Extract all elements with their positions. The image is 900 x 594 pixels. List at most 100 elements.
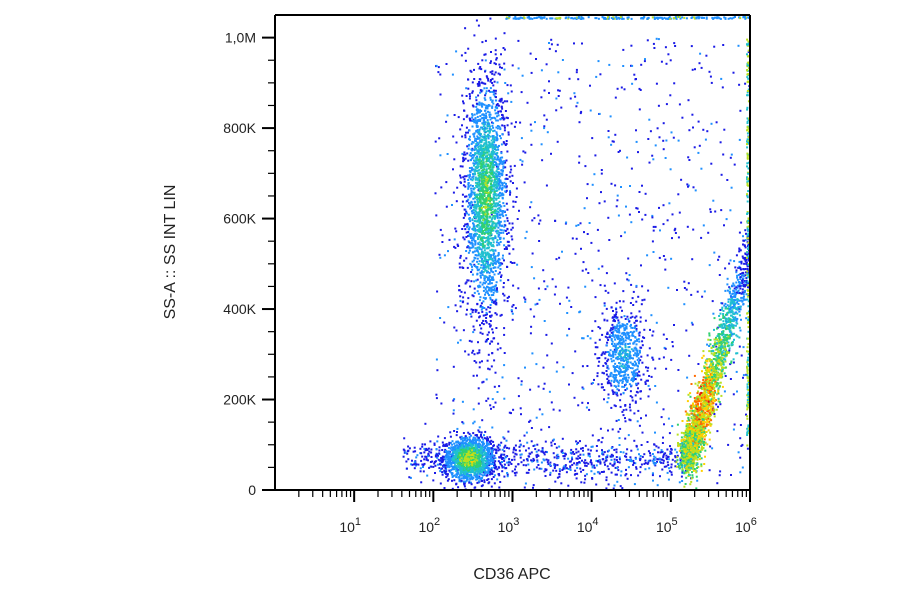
event-dot xyxy=(549,464,552,466)
event-dot xyxy=(479,221,481,224)
event-dot xyxy=(563,457,566,460)
event-dot xyxy=(495,173,498,176)
event-dot xyxy=(472,309,474,311)
event-dot xyxy=(503,364,506,367)
event-dot xyxy=(482,286,485,289)
event-dot xyxy=(474,234,477,237)
event-dot xyxy=(492,264,494,267)
event-dot xyxy=(632,463,635,466)
event-dot xyxy=(490,163,493,166)
event-dot xyxy=(484,148,487,151)
event-dot xyxy=(478,197,481,199)
event-dot xyxy=(611,446,614,448)
event-dot xyxy=(503,453,506,456)
event-dot xyxy=(496,287,498,290)
event-dot xyxy=(459,128,462,131)
event-dot xyxy=(710,81,713,84)
event-dot xyxy=(739,424,742,426)
event-dot xyxy=(470,455,473,458)
event-dot xyxy=(685,288,688,291)
event-dot xyxy=(432,479,435,482)
event-dot xyxy=(478,141,481,144)
event-dot xyxy=(667,455,670,458)
event-dot xyxy=(479,324,481,327)
event-dot xyxy=(503,185,506,188)
event-dot xyxy=(483,481,486,484)
event-dot xyxy=(598,472,601,475)
event-dot xyxy=(501,124,504,127)
event-dot xyxy=(537,454,540,457)
event-dot xyxy=(454,246,457,249)
event-dot xyxy=(533,277,536,280)
event-dot xyxy=(497,158,500,161)
event-dot xyxy=(468,138,471,141)
event-dot xyxy=(483,177,486,180)
event-dot xyxy=(487,439,489,442)
event-dot xyxy=(478,284,481,287)
event-dot xyxy=(488,116,491,118)
event-dot xyxy=(486,474,489,477)
event-dot xyxy=(459,174,462,177)
event-dot xyxy=(525,458,528,461)
event-dot xyxy=(670,447,673,450)
event-dot xyxy=(466,462,468,465)
event-dot xyxy=(468,480,471,483)
event-dot xyxy=(737,266,740,269)
event-dot xyxy=(618,456,621,459)
event-dot xyxy=(692,228,695,231)
event-dot xyxy=(503,129,506,132)
event-dot xyxy=(496,445,499,448)
event-dot xyxy=(480,456,483,459)
event-dot xyxy=(637,357,640,360)
event-dot xyxy=(486,444,489,447)
event-dot xyxy=(483,206,486,209)
event-dot xyxy=(482,171,485,173)
event-dot xyxy=(475,215,478,218)
event-dot xyxy=(495,99,498,102)
event-dot xyxy=(504,110,507,112)
event-dot xyxy=(486,239,489,242)
event-dot xyxy=(487,286,490,289)
event-dot xyxy=(463,151,466,154)
event-dot xyxy=(472,374,475,377)
event-dot xyxy=(481,283,484,286)
event-dot xyxy=(638,191,641,193)
event-dot xyxy=(490,212,493,214)
event-dot xyxy=(492,470,495,473)
event-dot xyxy=(668,432,671,435)
event-dot xyxy=(436,369,439,372)
event-dot xyxy=(483,199,486,202)
event-dot xyxy=(499,241,502,243)
event-dot xyxy=(708,70,711,73)
event-dot xyxy=(501,458,504,461)
event-dot xyxy=(493,474,496,477)
event-dot xyxy=(494,117,497,120)
event-dot xyxy=(696,290,699,293)
event-dot xyxy=(485,174,488,177)
event-dot xyxy=(659,229,661,232)
event-dot xyxy=(467,297,470,300)
event-dot xyxy=(501,457,504,459)
event-dot xyxy=(510,412,512,415)
event-dot xyxy=(661,458,664,461)
event-dot xyxy=(481,41,484,44)
event-dot xyxy=(673,42,676,45)
event-dot xyxy=(484,170,486,173)
event-dot xyxy=(477,110,480,113)
event-dot xyxy=(479,468,481,471)
event-dot xyxy=(467,185,470,188)
event-dot xyxy=(486,277,489,280)
event-dot xyxy=(590,382,593,385)
event-dot xyxy=(476,269,479,272)
event-dot xyxy=(490,176,493,179)
event-dot xyxy=(503,446,506,449)
event-dot xyxy=(574,95,577,98)
event-dot xyxy=(473,172,476,175)
event-dot xyxy=(471,176,474,179)
event-dot xyxy=(499,220,502,223)
event-dot xyxy=(511,238,514,241)
event-dot xyxy=(600,441,603,444)
event-dot xyxy=(595,449,598,452)
event-dot xyxy=(498,163,501,166)
event-dot xyxy=(471,141,474,143)
